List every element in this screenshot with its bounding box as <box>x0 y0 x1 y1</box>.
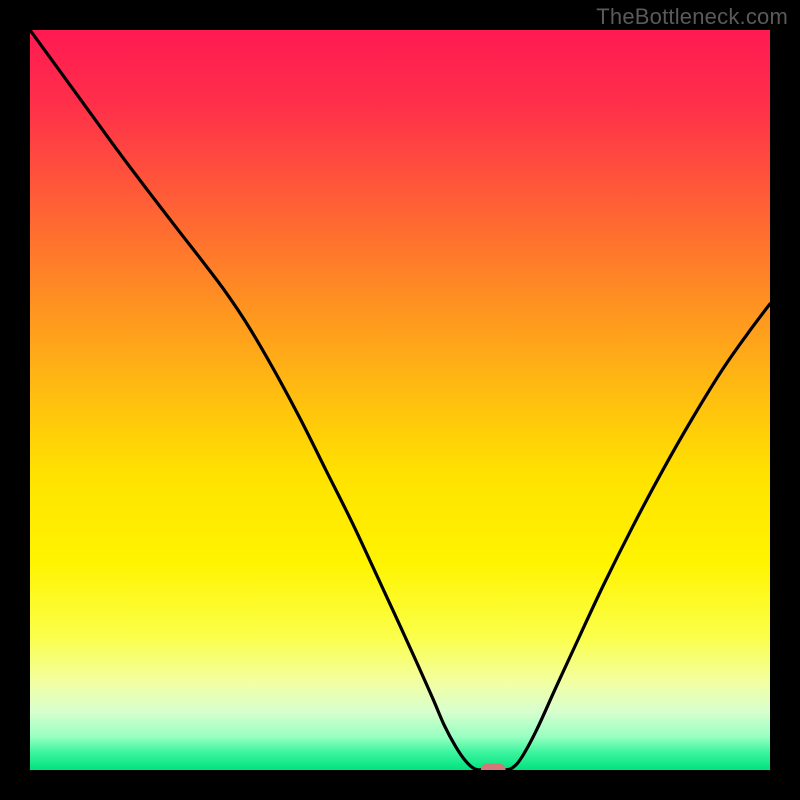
gradient-background <box>30 30 770 770</box>
bottleneck-curve-chart <box>30 30 770 770</box>
plot-area <box>30 30 770 770</box>
chart-frame: TheBottleneck.com <box>0 0 800 800</box>
minimum-marker <box>481 764 505 770</box>
source-watermark: TheBottleneck.com <box>596 4 788 30</box>
